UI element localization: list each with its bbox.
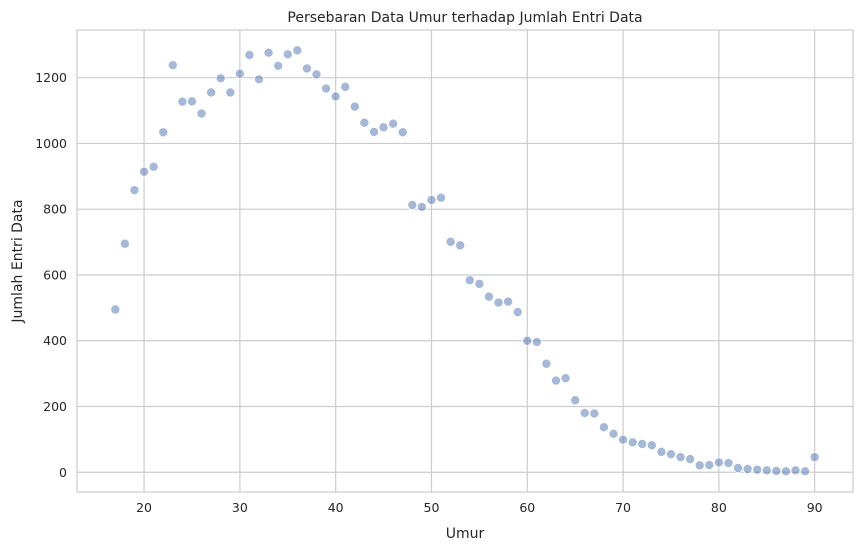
data-point	[436, 192, 447, 203]
data-point	[340, 81, 351, 92]
data-point	[598, 422, 609, 433]
data-point	[445, 236, 456, 247]
data-point	[503, 296, 514, 307]
data-point	[397, 127, 408, 138]
x-tick-label: 50	[424, 500, 440, 515]
data-point	[225, 87, 236, 98]
y-tick-label: 600	[43, 267, 67, 282]
data-point	[627, 437, 638, 448]
x-tick-label: 80	[711, 500, 727, 515]
x-tick-label: 30	[232, 500, 248, 515]
data-point	[321, 83, 332, 94]
data-point	[474, 278, 485, 289]
data-point	[196, 108, 207, 119]
data-point	[752, 464, 763, 475]
data-point	[800, 466, 811, 477]
y-tick-label: 400	[43, 333, 67, 348]
data-point	[139, 166, 150, 177]
data-point	[675, 452, 686, 463]
data-point	[464, 275, 475, 286]
data-point	[263, 47, 274, 58]
data-point	[733, 462, 744, 473]
data-point	[656, 446, 667, 457]
data-point	[244, 49, 255, 60]
data-point	[579, 408, 590, 419]
data-point	[608, 428, 619, 439]
data-point	[493, 297, 504, 308]
data-point	[685, 454, 696, 465]
data-point	[301, 63, 312, 74]
data-point	[158, 127, 169, 138]
data-point	[771, 465, 782, 476]
data-point	[761, 465, 772, 476]
data-point	[407, 199, 418, 210]
x-tick-label: 40	[328, 500, 344, 515]
x-axis-label: Umur	[446, 526, 485, 542]
x-tick-label: 60	[519, 500, 535, 515]
y-axis-label: Jumlah Entri Data	[10, 199, 26, 323]
data-point	[119, 238, 130, 249]
data-point	[388, 118, 399, 129]
data-point	[780, 466, 791, 477]
x-tick-label: 20	[136, 500, 152, 515]
data-point	[646, 440, 657, 451]
data-point	[790, 465, 801, 476]
data-point	[215, 73, 226, 84]
data-point	[637, 438, 648, 449]
data-point	[541, 358, 552, 369]
data-point	[589, 408, 600, 419]
data-point	[129, 185, 140, 196]
data-point	[512, 307, 523, 318]
data-point	[330, 91, 341, 102]
x-tick-label: 90	[807, 500, 823, 515]
data-point	[723, 458, 734, 469]
x-tick-labels: 20 30 40 50 60 70 80 90	[136, 500, 823, 515]
data-point	[455, 240, 466, 251]
plot-frame	[76, 29, 854, 493]
data-point	[234, 68, 245, 79]
data-point	[148, 161, 159, 172]
data-point	[713, 457, 724, 468]
data-points	[110, 45, 820, 477]
data-point	[426, 195, 437, 206]
grid-lines	[77, 30, 853, 492]
data-point	[704, 460, 715, 471]
data-point	[742, 463, 753, 474]
data-point	[560, 373, 571, 384]
data-point	[551, 375, 562, 386]
y-tick-label: 0	[59, 465, 67, 480]
data-point	[809, 452, 820, 463]
chart-title: Persebaran Data Umur terhadap Jumlah Ent…	[287, 10, 642, 26]
y-tick-label: 800	[43, 202, 67, 217]
y-tick-label: 1200	[35, 70, 67, 85]
data-point	[359, 117, 370, 128]
data-point	[522, 335, 533, 346]
data-point	[254, 74, 265, 85]
data-point	[483, 291, 494, 302]
data-point	[694, 460, 705, 471]
data-point	[349, 101, 360, 112]
data-point	[282, 49, 293, 60]
data-point	[570, 395, 581, 406]
data-point	[292, 45, 303, 56]
data-point	[531, 337, 542, 348]
data-point	[273, 60, 284, 71]
y-tick-label: 200	[43, 399, 67, 414]
data-point	[206, 87, 217, 98]
data-point	[368, 126, 379, 137]
y-tick-label: 1000	[35, 136, 67, 151]
data-point	[311, 69, 322, 80]
data-point	[186, 96, 197, 107]
data-point	[665, 449, 676, 460]
data-point	[618, 434, 629, 445]
data-point	[416, 201, 427, 212]
data-point	[177, 96, 188, 107]
data-point	[167, 60, 178, 71]
data-point	[378, 122, 389, 133]
x-tick-label: 70	[615, 500, 631, 515]
data-point	[110, 304, 121, 315]
y-tick-labels: 0 200 400 600 800 1000 1200	[35, 70, 67, 480]
